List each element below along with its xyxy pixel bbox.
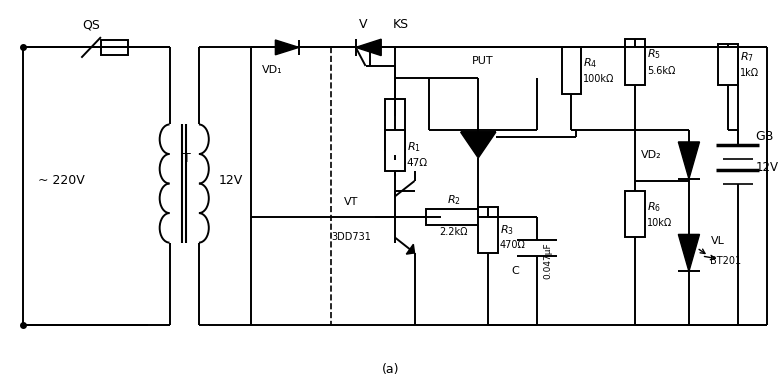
Text: 470Ω: 470Ω (500, 240, 525, 250)
Text: 10kΩ: 10kΩ (647, 218, 672, 228)
Bar (626, 39, 645, 85)
Text: 5.6kΩ: 5.6kΩ (647, 66, 675, 76)
Text: $R_1$: $R_1$ (406, 140, 420, 154)
Text: ~ 220V: ~ 220V (38, 174, 85, 187)
Bar (478, 207, 498, 253)
Text: QS: QS (82, 18, 100, 31)
Polygon shape (678, 142, 699, 179)
Text: 1kΩ: 1kΩ (740, 68, 759, 78)
Polygon shape (276, 40, 299, 55)
Bar (426, 209, 482, 225)
Bar (385, 130, 405, 171)
Text: VD₂: VD₂ (640, 150, 662, 160)
Text: $R_5$: $R_5$ (647, 48, 661, 61)
Text: 3DD731: 3DD731 (331, 232, 371, 242)
Text: $R_4$: $R_4$ (583, 56, 597, 70)
Text: $R_7$: $R_7$ (740, 50, 754, 64)
Bar (718, 44, 738, 85)
Text: BT201: BT201 (710, 256, 742, 266)
Polygon shape (406, 244, 414, 254)
Text: T: T (183, 152, 191, 165)
Text: 12V: 12V (219, 174, 244, 187)
Text: VD₁: VD₁ (262, 65, 283, 75)
Polygon shape (355, 39, 381, 56)
Text: 0.047μF: 0.047μF (543, 242, 552, 279)
Polygon shape (678, 234, 699, 271)
Bar (101, 40, 128, 54)
Text: 100kΩ: 100kΩ (583, 74, 615, 84)
Text: PUT: PUT (472, 56, 494, 66)
Bar (626, 191, 645, 237)
Text: $R_2$: $R_2$ (447, 193, 460, 207)
Text: GB: GB (756, 130, 774, 143)
Text: $R_6$: $R_6$ (647, 200, 661, 214)
Text: KS: KS (393, 18, 409, 31)
Text: $R_3$: $R_3$ (500, 223, 514, 237)
Text: (a): (a) (382, 363, 400, 376)
Text: VT: VT (344, 197, 358, 207)
Polygon shape (460, 132, 496, 158)
Bar (385, 99, 405, 150)
Text: 47Ω: 47Ω (406, 158, 428, 168)
Bar (561, 47, 581, 94)
Text: 2.2kΩ: 2.2kΩ (439, 227, 468, 237)
Text: VL: VL (710, 235, 724, 246)
Text: C: C (511, 266, 519, 276)
Text: 12V: 12V (756, 161, 778, 174)
Text: V: V (359, 18, 368, 31)
